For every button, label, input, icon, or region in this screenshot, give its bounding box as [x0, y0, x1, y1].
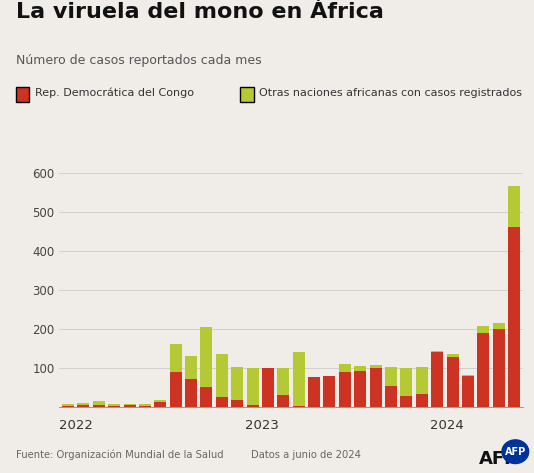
Bar	[339, 372, 351, 407]
Bar	[308, 377, 320, 407]
Text: Número de casos reportados cada mes: Número de casos reportados cada mes	[16, 54, 262, 67]
Bar	[216, 354, 228, 397]
Bar	[77, 403, 89, 405]
Bar	[123, 405, 136, 407]
Bar	[493, 329, 505, 407]
Bar	[462, 377, 474, 407]
Bar	[62, 406, 74, 407]
Bar	[508, 227, 520, 407]
Bar	[185, 379, 197, 407]
Bar	[385, 386, 397, 407]
Bar	[185, 356, 197, 379]
Bar	[416, 394, 428, 407]
Text: La viruela del mono en África: La viruela del mono en África	[16, 2, 384, 22]
Text: 2024: 2024	[430, 419, 464, 431]
Text: 2022: 2022	[59, 419, 92, 431]
Text: AFP: AFP	[505, 447, 526, 457]
Bar	[200, 387, 213, 407]
Text: 2023: 2023	[245, 419, 278, 431]
Bar	[293, 352, 305, 406]
Bar	[462, 375, 474, 377]
Text: Rep. Democrática del Congo: Rep. Democrática del Congo	[35, 88, 194, 98]
Bar	[277, 395, 289, 407]
Bar	[354, 366, 366, 371]
Bar	[324, 376, 335, 407]
Bar	[370, 368, 382, 407]
Bar	[77, 405, 89, 407]
Bar	[416, 368, 428, 394]
Bar	[108, 404, 120, 406]
Bar	[139, 404, 151, 406]
Bar	[154, 402, 166, 407]
Bar	[370, 365, 382, 368]
Bar	[477, 325, 489, 333]
Bar	[400, 368, 412, 396]
Text: AFP: AFP	[478, 450, 518, 468]
Bar	[431, 352, 443, 407]
Bar	[446, 354, 459, 357]
Bar	[247, 368, 258, 405]
Bar	[477, 333, 489, 407]
Bar	[493, 323, 505, 329]
Bar	[139, 406, 151, 407]
Text: Otras naciones africanas con casos registrados: Otras naciones africanas con casos regis…	[259, 88, 522, 98]
Bar	[154, 400, 166, 402]
Bar	[123, 403, 136, 405]
Bar	[262, 368, 274, 407]
Bar	[339, 364, 351, 372]
Bar	[231, 400, 243, 407]
Bar	[446, 357, 459, 407]
Bar	[385, 367, 397, 386]
Bar	[93, 405, 105, 407]
Bar	[277, 368, 289, 395]
Bar	[216, 397, 228, 407]
Bar	[93, 401, 105, 405]
Bar	[62, 404, 74, 406]
Bar	[231, 367, 243, 400]
Bar	[508, 186, 520, 227]
Bar	[431, 350, 443, 352]
Text: Datos a junio de 2024: Datos a junio de 2024	[251, 450, 361, 460]
Bar	[247, 405, 258, 407]
Bar	[170, 344, 182, 372]
Bar	[293, 406, 305, 407]
Text: Fuente: Organización Mundial de la Salud: Fuente: Organización Mundial de la Salud	[16, 449, 224, 460]
Bar	[108, 406, 120, 407]
Bar	[200, 327, 213, 387]
Bar	[400, 396, 412, 407]
Bar	[354, 371, 366, 407]
Bar	[170, 372, 182, 407]
